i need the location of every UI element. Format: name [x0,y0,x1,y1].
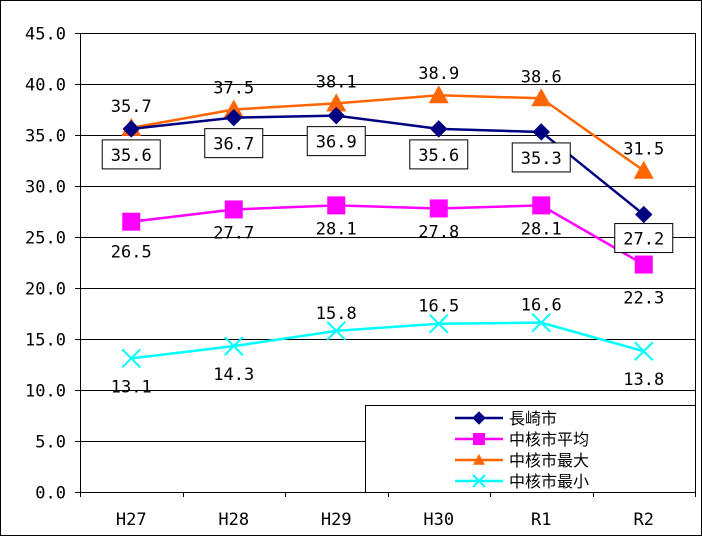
data-label: 31.5 [623,140,664,160]
legend-item: 中核市平均 [455,430,589,449]
data-label: 38.1 [316,72,357,92]
y-tick-label: 5.0 [35,433,66,453]
x-axis-ticks: H27 H28 H29 H30 R1 R2 [80,492,696,530]
data-point [634,341,654,361]
data-label: 16.6 [521,296,562,316]
data-label-box [204,128,264,159]
data-point [430,120,448,138]
data-label: 36.9 [316,133,357,153]
data-label: 27.2 [623,230,664,250]
data-label: 28.1 [316,219,357,239]
data-label: 37.5 [213,79,254,99]
data-point [532,196,551,215]
data-point [326,93,347,112]
data-label: 38.6 [521,67,562,87]
y-tick-label: 35.0 [25,127,66,147]
y-tick-label: 40.0 [25,76,66,96]
data-point [121,348,141,369]
series-group [121,85,654,369]
data-labels: 35.6 36.7 36.9 35.6 35.3 27.2 26.5 27.7 28.1 27.8… [101,64,674,397]
x-tick-label: R1 [531,510,551,530]
legend-label: 中核市最小 [509,472,589,491]
data-label: 15.8 [316,304,357,324]
data-label: 27.7 [213,223,254,243]
data-point [327,106,345,125]
data-point [532,123,550,141]
data-point [472,411,486,425]
data-point [473,433,485,445]
data-point [122,120,140,138]
y-tick-label: 10.0 [25,382,66,402]
y-tick-label: 45.0 [25,25,66,45]
data-label: 35.6 [418,146,459,166]
y-tick-label: 30.0 [25,178,66,198]
y-axis-ticks: 0.0 5.0 10.0 15.0 20.0 25.0 30.0 35.0 40.0 45.0 [25,25,80,504]
series-line [131,204,645,266]
data-label-box [614,223,674,254]
data-label: 28.1 [521,219,562,239]
data-point [224,336,244,356]
data-point [472,474,486,488]
data-label: 16.5 [418,297,459,317]
y-tick-label: 15.0 [25,331,66,351]
data-label: 35.7 [111,97,152,117]
y-tick-label: 20.0 [25,280,66,300]
data-label: 27.8 [418,222,459,242]
data-point [633,160,654,179]
x-tick-label: R2 [634,510,654,530]
y-tick-label: 0.0 [35,484,66,504]
series-3 [121,312,654,369]
legend-label: 長崎市 [509,409,557,428]
legend-item: 中核市最大 [455,451,589,470]
data-point [225,108,243,127]
data-point [473,454,485,465]
legend-item: 中核市最小 [455,472,589,491]
data-point [224,200,243,219]
x-tick-label: H29 [321,510,352,530]
series-1 [122,196,653,274]
data-label: 13.1 [111,377,152,397]
data-label: 26.5 [111,243,152,263]
data-point [531,88,552,107]
x-tick-label: H27 [116,510,147,530]
data-point [635,205,653,224]
data-point [326,321,346,341]
data-point [531,312,551,333]
data-label: 14.3 [213,365,254,385]
data-label-box [409,139,469,170]
series-line [131,321,645,360]
series-line [131,93,645,172]
data-point [429,313,449,334]
data-label: 38.9 [418,64,459,84]
x-tick-label: H30 [423,510,454,530]
legend-box [365,405,696,493]
data-point [634,255,653,274]
data-label-box [511,142,571,173]
data-point [223,99,244,118]
data-label: 35.3 [521,149,562,169]
data-point [327,196,346,215]
legend-label: 中核市最大 [509,451,589,470]
data-label-box [306,126,366,157]
legend-label: 中核市平均 [509,430,589,449]
data-label: 35.6 [111,146,152,166]
data-point [429,199,448,218]
legend-item: 長崎市 [455,409,557,428]
data-point [122,212,141,231]
x-tick-label: H28 [218,510,249,530]
series-2 [121,85,654,179]
data-label: 22.3 [623,289,664,309]
data-label: 13.8 [623,370,664,390]
data-label-box [101,139,161,170]
data-point [428,85,449,104]
data-label: 36.7 [213,135,254,155]
y-tick-label: 25.0 [25,229,66,249]
